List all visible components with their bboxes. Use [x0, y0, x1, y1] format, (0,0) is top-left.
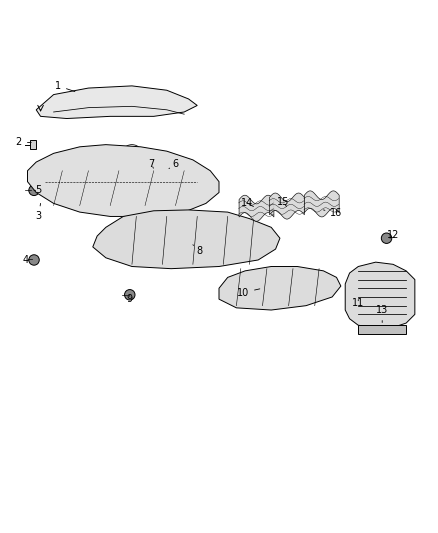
Polygon shape	[30, 140, 36, 149]
Polygon shape	[219, 266, 341, 310]
Circle shape	[150, 167, 158, 175]
Text: 5: 5	[34, 185, 42, 195]
Polygon shape	[358, 325, 406, 334]
Text: 16: 16	[323, 208, 343, 219]
Bar	[380, 327, 388, 332]
Text: 14: 14	[241, 198, 254, 208]
Text: 11: 11	[352, 298, 364, 309]
Text: 10: 10	[237, 288, 260, 297]
Circle shape	[381, 233, 392, 244]
Polygon shape	[345, 262, 415, 327]
Polygon shape	[93, 210, 280, 269]
Text: 15: 15	[277, 197, 290, 207]
Text: 3: 3	[35, 204, 42, 221]
Text: 7: 7	[148, 159, 155, 169]
Text: 13: 13	[376, 305, 389, 322]
Polygon shape	[36, 86, 197, 118]
Circle shape	[124, 289, 135, 300]
Bar	[367, 327, 375, 332]
Text: 1: 1	[55, 81, 75, 92]
Circle shape	[29, 185, 39, 196]
Polygon shape	[28, 144, 219, 216]
Text: 12: 12	[387, 230, 399, 240]
Text: 2: 2	[16, 138, 31, 148]
Text: 9: 9	[127, 294, 133, 304]
Text: 6: 6	[169, 159, 179, 169]
Circle shape	[165, 164, 173, 173]
Circle shape	[29, 255, 39, 265]
Text: 8: 8	[193, 245, 202, 256]
Text: 4: 4	[22, 255, 29, 265]
Bar	[393, 327, 401, 332]
